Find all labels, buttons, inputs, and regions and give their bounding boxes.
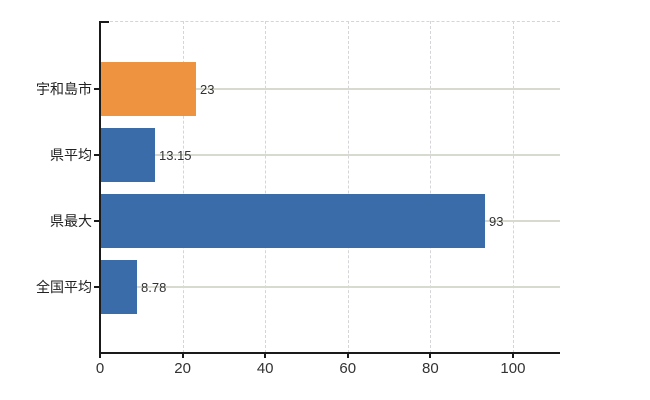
y-axis-tick: [94, 88, 100, 90]
x-tick-label: 20: [174, 360, 191, 377]
category-label: 全国平均: [36, 279, 92, 295]
x-tick-label: 100: [500, 360, 526, 377]
y-axis-tick: [94, 220, 100, 222]
value-label: 23: [200, 82, 215, 97]
plot-top-border: [100, 21, 560, 22]
vertical-gridline: [512, 21, 514, 353]
vertical-gridline: [265, 21, 267, 353]
value-label: 8.78: [141, 280, 167, 295]
x-axis-tick: [511, 353, 514, 358]
x-axis-tick: [429, 353, 432, 358]
x-axis-tick: [346, 353, 349, 358]
vertical-gridline: [347, 21, 349, 353]
x-tick-label: 0: [95, 360, 105, 377]
bar: [101, 128, 155, 182]
x-axis: [99, 352, 560, 354]
bar: [101, 194, 485, 248]
vertical-gridline: [182, 21, 184, 353]
x-axis-tick: [181, 353, 184, 358]
bar: [101, 62, 196, 116]
y-axis-tick: [94, 286, 100, 288]
x-tick-label: 40: [256, 360, 274, 377]
bar: [101, 260, 137, 314]
x-tick-label: 60: [339, 360, 357, 377]
horizontal-gridline: [100, 154, 560, 156]
value-label: 13.15: [159, 148, 192, 163]
category-label: 県平均: [50, 147, 92, 163]
vertical-gridline: [430, 21, 432, 353]
y-axis: [99, 21, 101, 358]
category-label: 県最大: [50, 213, 92, 229]
x-tick-label: 80: [421, 360, 439, 377]
y-axis-tick: [94, 154, 100, 156]
category-label: 宇和島市: [36, 81, 92, 97]
y-axis-top-cap: [99, 21, 109, 23]
horizontal-gridline: [100, 286, 560, 288]
horizontal-gridline: [100, 88, 560, 90]
x-axis-tick: [264, 353, 267, 358]
value-label: 93: [489, 214, 504, 229]
